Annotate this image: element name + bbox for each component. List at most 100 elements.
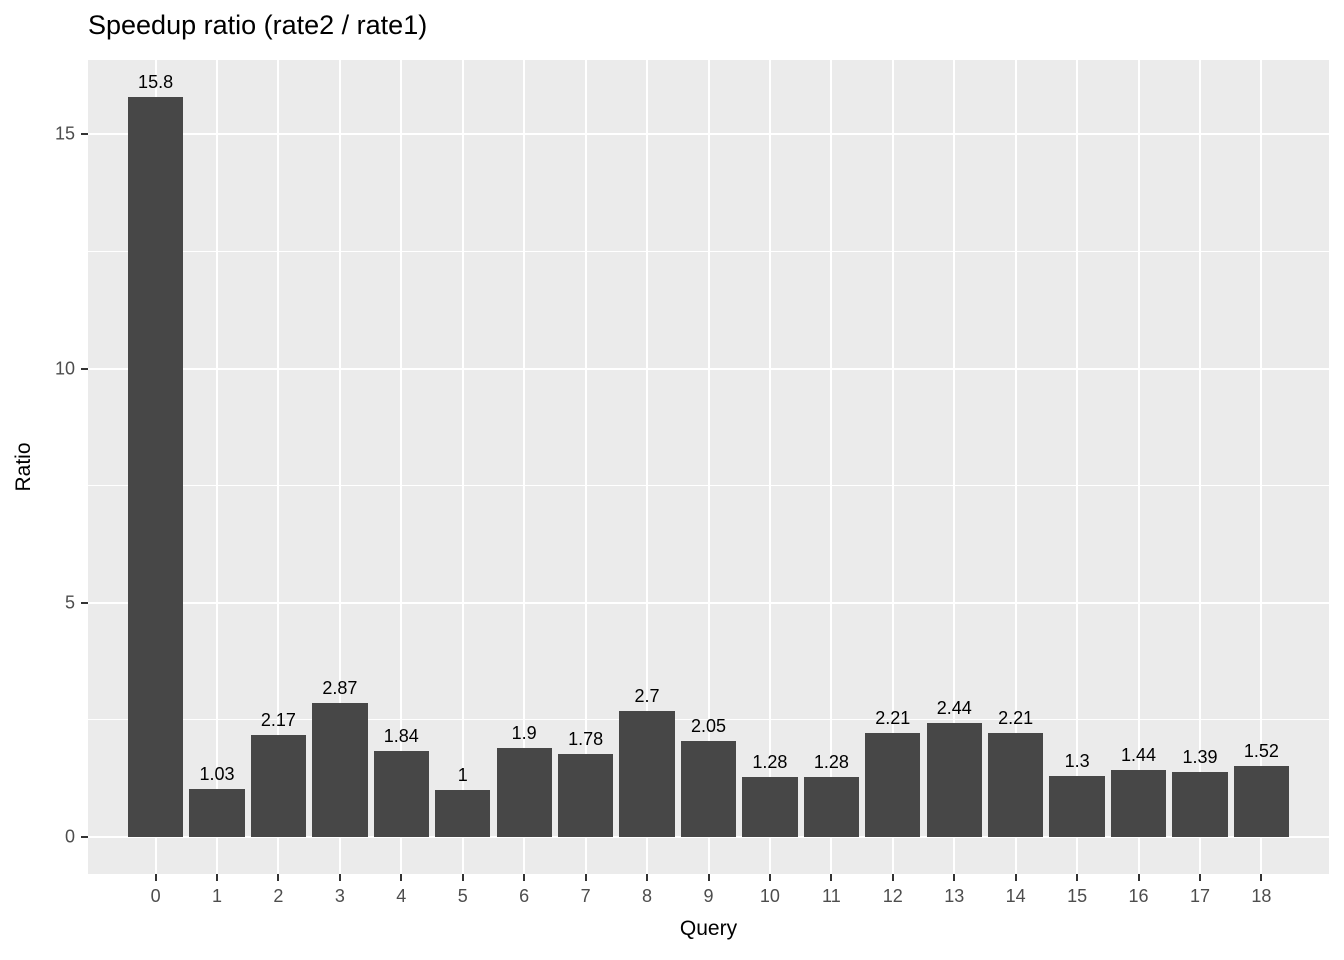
y-tick-label: 15	[54, 123, 75, 144]
x-tick-mark	[1076, 874, 1079, 881]
x-tick-mark	[277, 874, 280, 881]
major-gridline-x	[830, 60, 833, 874]
y-tick-mark	[81, 836, 88, 838]
y-tick-label: 10	[54, 358, 75, 379]
bar	[189, 788, 245, 837]
major-gridline-x	[1014, 60, 1017, 874]
bar-value-label: 1.28	[813, 752, 849, 773]
major-gridline-x	[277, 60, 280, 874]
bar-value-label: 2.05	[690, 715, 727, 736]
major-gridline-x	[523, 60, 526, 874]
bar-value-label: 2.21	[875, 708, 911, 729]
x-tick-mark	[830, 874, 833, 881]
x-tick-label: 1	[211, 886, 223, 906]
bar	[435, 790, 491, 837]
major-gridline-x	[1137, 60, 1140, 874]
bar	[803, 777, 859, 837]
major-gridline-x	[400, 60, 403, 874]
y-tick-mark	[81, 133, 88, 136]
chart-title: Speedup ratio (rate2 / rate1)	[88, 10, 428, 40]
x-tick-mark	[1260, 874, 1263, 881]
bar	[1110, 769, 1167, 837]
x-tick-mark	[154, 874, 157, 881]
major-gridline-x	[584, 60, 587, 874]
x-tick-label: 14	[1005, 886, 1026, 906]
major-gridline-x	[216, 60, 218, 874]
bar-value-label: 1.84	[383, 725, 419, 746]
major-gridline-x	[1076, 60, 1079, 874]
bar	[312, 702, 368, 837]
bar-value-label: 1.52	[1243, 740, 1279, 761]
bar-value-label: 1	[457, 765, 468, 786]
plot-panel: 15.8 1.03 2.17 2.87 1.84 1 1.9 1.78 2.7 2.05 1.28 1…	[88, 60, 1329, 874]
x-tick-mark	[646, 874, 649, 881]
x-tick-label: 6	[519, 886, 530, 906]
x-tick-mark	[1137, 874, 1140, 881]
y-tick-mark	[81, 367, 88, 370]
x-tick-mark	[400, 874, 403, 881]
bar-value-label: 2.44	[936, 697, 972, 718]
x-tick-label: 16	[1128, 886, 1149, 906]
x-tick-label: 9	[703, 886, 714, 906]
bar-value-label: 2.7	[634, 685, 660, 706]
bar-value-label: 1.39	[1182, 746, 1218, 767]
x-tick-mark	[707, 874, 710, 881]
x-tick-mark	[523, 874, 526, 881]
bar	[680, 740, 737, 837]
x-tick-label: 17	[1189, 886, 1210, 906]
x-tick-label: 12	[882, 886, 903, 906]
x-tick-mark	[338, 874, 341, 881]
x-axis-title: Query	[679, 917, 738, 940]
major-gridline-x	[338, 60, 341, 874]
x-tick-label: 11	[822, 886, 841, 906]
x-tick-mark	[953, 874, 956, 881]
major-gridline-x	[953, 60, 956, 874]
bar	[1233, 765, 1290, 837]
bar	[496, 748, 552, 837]
major-gridline-x	[461, 60, 464, 874]
y-tick-mark	[81, 601, 88, 604]
bar-value-label: 1.28	[752, 752, 788, 773]
bar-value-label: 1.03	[199, 763, 235, 784]
bar-value-label: 2.21	[998, 708, 1034, 729]
bar-value-label: 15.8	[138, 72, 174, 92]
x-tick-label: 15	[1067, 886, 1088, 906]
major-gridline-x	[1260, 60, 1263, 874]
x-tick-label: 0	[150, 886, 161, 906]
bar-value-label: 2.17	[260, 710, 296, 731]
y-tick-label: 5	[64, 592, 75, 613]
x-tick-label: 13	[944, 886, 965, 906]
bar	[557, 753, 614, 837]
major-gridline-x	[768, 60, 771, 874]
bar	[988, 733, 1044, 837]
x-tick-label: 8	[642, 886, 653, 906]
x-tick-label: 7	[580, 886, 591, 906]
x-tick-mark	[891, 874, 894, 881]
bar	[1049, 776, 1105, 837]
bar-value-label: 1.3	[1064, 751, 1090, 772]
major-gridline-x	[1198, 60, 1201, 874]
x-tick-mark	[461, 874, 464, 881]
bar	[926, 722, 982, 837]
bar	[742, 777, 798, 837]
bar-value-label: 1.44	[1121, 744, 1157, 765]
bar	[619, 710, 675, 837]
x-tick-mark	[1014, 874, 1017, 881]
bar-value-label: 1.9	[511, 723, 537, 743]
x-tick-label: 10	[759, 886, 780, 906]
bar-value-label: 2.87	[322, 677, 358, 698]
major-gridline-x	[646, 60, 649, 874]
x-tick-mark	[1198, 874, 1201, 881]
bar	[250, 735, 307, 837]
bar-value-label: 1.78	[568, 728, 604, 749]
x-tick-mark	[768, 874, 771, 881]
bar	[1172, 771, 1228, 837]
x-tick-mark	[216, 874, 218, 881]
x-tick-label: 2	[273, 886, 284, 906]
y-tick-label: 0	[64, 826, 75, 847]
major-gridline-x	[707, 60, 710, 874]
bar	[865, 733, 921, 837]
x-tick-label: 18	[1251, 886, 1272, 906]
x-tick-label: 4	[396, 886, 407, 906]
